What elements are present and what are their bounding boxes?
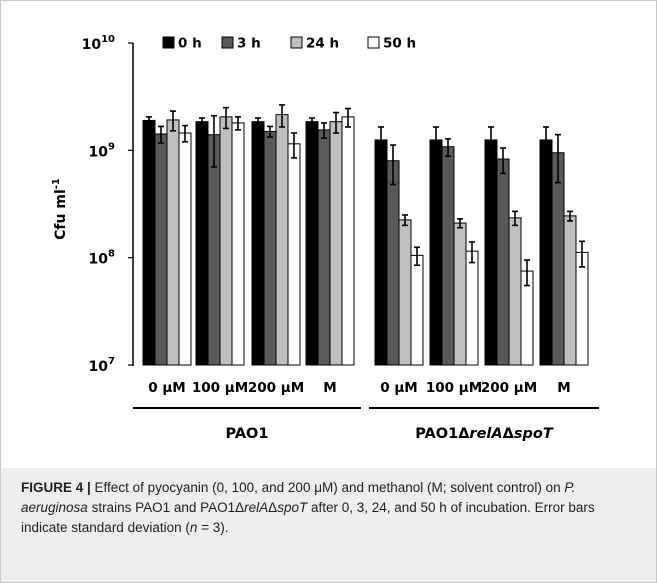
- legend-label: 50 h: [383, 36, 416, 52]
- x-tick-label: 100 µM: [426, 380, 482, 396]
- bar: [329, 121, 343, 366]
- caption-part: after 0, 3, 24, and 50 h of incubation. …: [21, 500, 595, 535]
- legend-swatch: [290, 36, 303, 49]
- bar: [219, 116, 233, 366]
- x-tick-label: 100 µM: [192, 380, 248, 396]
- x-tick-label: M: [323, 380, 336, 396]
- bar: [154, 133, 168, 366]
- y-tick-label: 109: [89, 141, 115, 160]
- x-tick-label: 200 µM: [481, 380, 537, 396]
- bar: [429, 139, 443, 366]
- y-tick-label: 107: [89, 356, 115, 375]
- x-tick-label: M: [557, 380, 570, 396]
- caption-part: = 3).: [197, 520, 229, 535]
- bar: [231, 122, 245, 366]
- y-axis-label: Cfu ml-1: [51, 178, 69, 240]
- bar: [496, 158, 510, 366]
- bar: [441, 146, 455, 366]
- bar: [251, 121, 265, 366]
- bar: [563, 215, 577, 366]
- bar: [305, 121, 319, 366]
- caption-part: n: [189, 520, 198, 535]
- group-label: PAO1: [226, 426, 269, 442]
- group-label: PAO1ΔrelAΔspoT: [415, 426, 554, 442]
- bar: [275, 114, 289, 366]
- bar: [178, 132, 192, 366]
- bar: [166, 119, 180, 366]
- bar: [465, 250, 479, 366]
- legend-label: 0 h: [178, 36, 202, 52]
- bar: [317, 129, 331, 366]
- bar: [195, 121, 209, 366]
- bar: [410, 254, 424, 366]
- bar: [374, 139, 388, 366]
- bar: [386, 160, 400, 366]
- legend-swatch: [162, 36, 175, 49]
- bar: [575, 251, 589, 366]
- caption-text: Effect of pyocyanin (0, 100, and 200 μM)…: [21, 480, 595, 535]
- y-tick-label: 1010: [82, 34, 115, 53]
- legend-label: 3 h: [237, 36, 261, 52]
- caption-box: FIGURE 4 | Effect of pyocyanin (0, 100, …: [1, 468, 656, 582]
- figure-caption: FIGURE 4 | Effect of pyocyanin (0, 100, …: [21, 478, 643, 538]
- bar-chart: 107 108 109 1010 Cfu ml-1 0 h 3 h 24 h 50 h 0 µM 1…: [51, 34, 599, 442]
- legend-swatch: [221, 36, 234, 49]
- legend-label: 24 h: [306, 36, 339, 52]
- x-tick-label: 200 µM: [248, 380, 304, 396]
- caption-part: relA: [244, 500, 269, 515]
- caption-part: spoT: [277, 500, 308, 515]
- bar: [142, 119, 156, 366]
- bar: [207, 134, 221, 366]
- caption-part: Effect of pyocyanin (0, 100, and 200 μM)…: [90, 480, 565, 495]
- bar: [551, 152, 565, 366]
- caption-part: strains PAO1 and PAO1Δ: [87, 500, 245, 515]
- bar: [453, 222, 467, 366]
- y-tick-label: 108: [89, 249, 115, 268]
- bar: [341, 116, 355, 366]
- x-tick-label: 0 µM: [148, 380, 185, 396]
- bar: [484, 139, 498, 366]
- legend-swatch: [367, 36, 380, 49]
- bar: [508, 217, 522, 366]
- caption-part: P. aeruginosa: [21, 480, 576, 515]
- caption-part: Δ: [268, 500, 278, 515]
- bar: [539, 139, 553, 366]
- x-tick-label: 0 µM: [380, 380, 417, 396]
- bar: [263, 130, 277, 366]
- figure-label: FIGURE 4 |: [21, 480, 91, 495]
- bar: [287, 143, 301, 366]
- bar: [398, 219, 412, 366]
